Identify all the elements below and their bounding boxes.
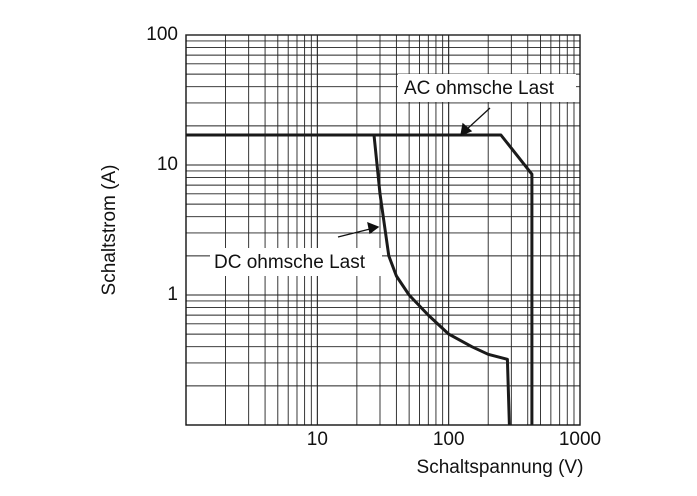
- annotation-box: [210, 248, 382, 276]
- series-line: [186, 133, 534, 425]
- legend-label: DC ohmsche Last: [214, 252, 366, 273]
- x-tick-label: 1000: [559, 429, 601, 450]
- y-tick-label: 1: [167, 284, 178, 305]
- x-tick-label: 10: [307, 429, 328, 450]
- arrow: [337, 107, 491, 238]
- legend-label: AC ohmsche Last: [404, 78, 555, 99]
- y-tick-label: 10: [157, 154, 178, 175]
- y-axis-label: Schaltstrom (A): [99, 165, 120, 296]
- annotation-box: [398, 74, 576, 102]
- series-line: [186, 133, 511, 426]
- x-axis-label: Schaltspannung (V): [417, 457, 584, 478]
- x-tick-label: 100: [433, 429, 465, 450]
- y-tick-label: 100: [146, 24, 178, 45]
